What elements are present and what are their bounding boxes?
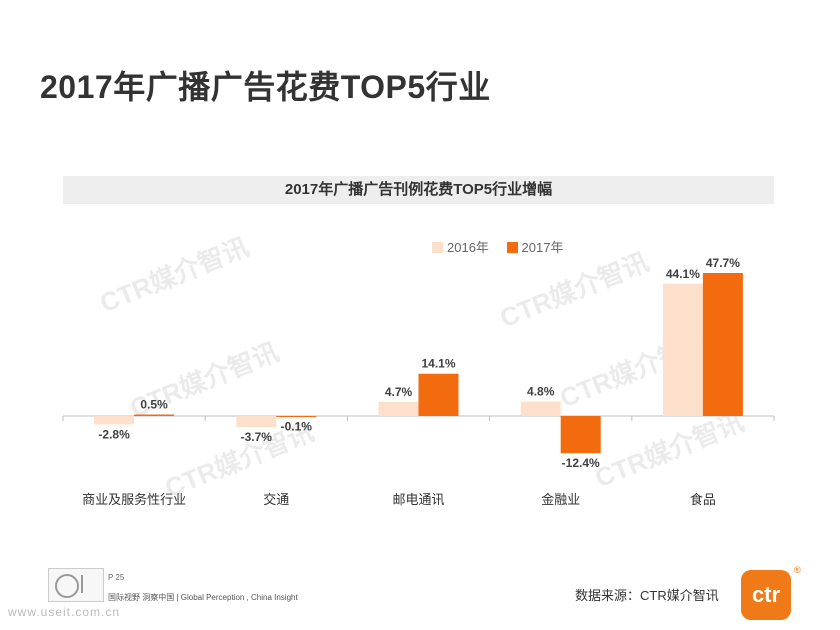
chart-legend: 2016年 2017年 bbox=[432, 237, 577, 256]
legend-label-2016: 2016年 bbox=[447, 240, 489, 255]
bar-2017 bbox=[276, 416, 317, 417]
data-label: -12.4% bbox=[562, 456, 600, 470]
data-label: 47.7% bbox=[706, 256, 740, 270]
category-label: 邮电通讯 bbox=[392, 492, 444, 507]
legend-item-2016: 2016年 bbox=[432, 237, 489, 256]
certification-mark-icon bbox=[81, 575, 97, 593]
footer-slogan: 国际视野 洞察中国 | Global Perception , China In… bbox=[108, 593, 298, 602]
bar-2016 bbox=[520, 401, 561, 416]
legend-swatch-2017 bbox=[506, 242, 518, 253]
page-number: P 25 bbox=[108, 573, 125, 582]
data-label: -3.7% bbox=[241, 430, 273, 444]
data-label: 44.1% bbox=[666, 267, 700, 281]
legend-item-2017: 2017年 bbox=[506, 237, 564, 256]
bar-2017 bbox=[134, 414, 175, 416]
registered-mark: ® bbox=[794, 565, 801, 575]
sgs-circle-icon bbox=[55, 574, 79, 598]
bar-2016 bbox=[94, 416, 135, 425]
data-label: -2.8% bbox=[98, 427, 130, 441]
data-label: 0.5% bbox=[140, 398, 168, 412]
page-title: 2017年广播广告花费TOP5行业 bbox=[40, 69, 491, 105]
category-label: 金融业 bbox=[541, 492, 580, 507]
legend-label-2017: 2017年 bbox=[521, 240, 564, 255]
bar-2016 bbox=[378, 401, 419, 416]
data-label: 4.8% bbox=[527, 385, 555, 399]
ctr-logo: ctr bbox=[741, 570, 791, 620]
category-label: 商业及服务性行业 bbox=[82, 492, 186, 507]
category-label: 食品 bbox=[690, 492, 716, 507]
data-source: 数据来源：CTR媒介智讯 bbox=[575, 588, 719, 603]
sgs-certification-logo bbox=[48, 568, 104, 602]
site-watermark: www.useit.com.cn bbox=[8, 605, 121, 619]
data-label: -0.1% bbox=[281, 419, 313, 433]
chart-title: 2017年广播广告刊例花费TOP5行业增幅 bbox=[63, 176, 774, 204]
bar-2017 bbox=[702, 273, 743, 416]
bar-2017 bbox=[560, 416, 601, 454]
data-label: 4.7% bbox=[385, 385, 413, 399]
bar-2017 bbox=[418, 373, 459, 416]
category-label: 交通 bbox=[263, 492, 289, 507]
bar-2016 bbox=[236, 416, 277, 428]
legend-swatch-2016 bbox=[432, 242, 443, 253]
bar-2016 bbox=[662, 283, 703, 416]
data-label: 14.1% bbox=[421, 357, 455, 371]
